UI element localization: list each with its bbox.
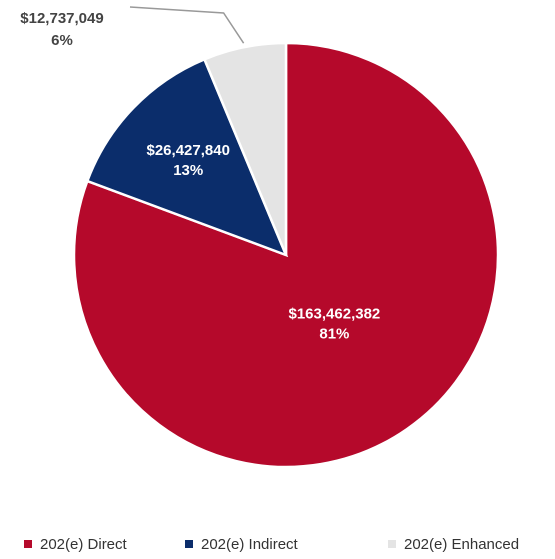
- data-label: $12,737,049: [20, 10, 103, 27]
- data-label: $163,462,382: [289, 306, 381, 323]
- legend-label: 202(e) Enhanced: [404, 536, 519, 553]
- leader-line: [129, 6, 245, 44]
- legend-swatch: [388, 540, 396, 548]
- legend-label: 202(e) Direct: [40, 536, 128, 553]
- legend-swatch: [24, 540, 32, 548]
- pie-slice: [85, 57, 289, 258]
- pie-slice: [202, 41, 288, 256]
- percent-label: 6%: [51, 32, 73, 49]
- percent-label: 81%: [319, 326, 349, 343]
- percent-label: 13%: [173, 162, 203, 179]
- data-label: $26,427,840: [147, 142, 230, 159]
- legend-swatch: [185, 540, 193, 548]
- legend-label: 202(e) Indirect: [201, 536, 299, 553]
